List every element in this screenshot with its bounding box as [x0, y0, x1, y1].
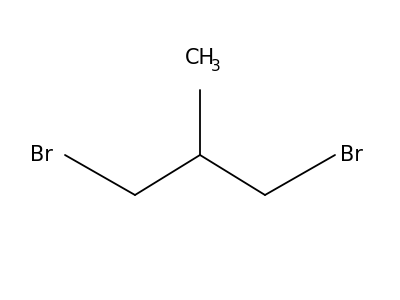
Text: Br: Br: [340, 145, 363, 165]
Text: CH: CH: [185, 48, 215, 68]
Text: 3: 3: [211, 59, 221, 74]
Text: Br: Br: [30, 145, 53, 165]
